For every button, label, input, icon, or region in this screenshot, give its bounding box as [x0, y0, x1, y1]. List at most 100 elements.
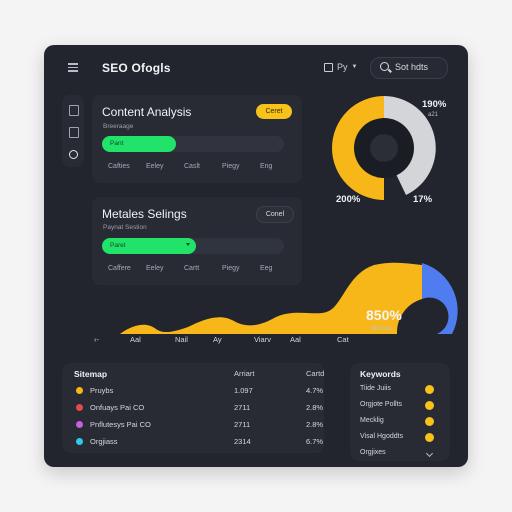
- badge-button[interactable]: Ceret: [256, 104, 292, 119]
- row-name: Onfuays Pai CO: [90, 403, 145, 412]
- calendar-icon: [324, 62, 333, 72]
- area-series: [120, 262, 422, 334]
- content-analysis-card: Content Analysis Breeraage Ceret Pant Ca…: [92, 95, 302, 183]
- progress-fill: Paret: [102, 238, 196, 254]
- x-tick-label: Aal: [130, 335, 141, 344]
- status-dot: [425, 417, 434, 426]
- column-header: Cartd: [306, 369, 325, 378]
- status-dot: [76, 421, 83, 428]
- file-icon[interactable]: [69, 127, 79, 138]
- search-input[interactable]: Sot hdts: [370, 57, 448, 79]
- filter-label: Py: [337, 62, 348, 72]
- keyword-label: Tiide Juiis: [360, 385, 391, 392]
- tab[interactable]: Cartt: [184, 265, 200, 272]
- chevron-down-icon: [186, 243, 190, 246]
- row-value: 2711: [234, 420, 251, 429]
- status-dot: [76, 404, 83, 411]
- gauge-hole: [396, 297, 449, 334]
- row-value: 2314: [234, 437, 251, 446]
- table-row[interactable]: Pruybs 1.097 4.7%: [62, 383, 324, 400]
- donut-left-value: 200%: [336, 194, 361, 205]
- donut-center: [370, 134, 398, 162]
- donut-top-sub: a21: [428, 112, 439, 118]
- table-row[interactable]: Orgjiass 2314 6.7%: [62, 434, 324, 451]
- dropdown-value: Paret: [110, 242, 126, 249]
- table-row[interactable]: Onfuays Pai CO 2711 2.8%: [62, 400, 324, 417]
- area-chart: [120, 262, 458, 334]
- sitemap-panel: Sitemap Arriart Cartd Pruybs 1.097 4.7% …: [62, 363, 324, 453]
- side-nav: [62, 95, 84, 167]
- progress-dropdown[interactable]: Pant: [102, 136, 284, 152]
- app-title: SEO Ofogls: [102, 61, 171, 75]
- x-tick-label: Aal: [290, 335, 301, 344]
- panel-title: Sitemap: [74, 369, 108, 379]
- tab[interactable]: Cafties: [108, 163, 130, 170]
- table-row[interactable]: Pnflutesys Pai CO 2711 2.8%: [62, 417, 324, 434]
- chevron-down-icon: ▼: [351, 64, 358, 70]
- x-tick-label: Nail: [175, 335, 188, 344]
- x-tick-label: Viarv: [254, 335, 271, 344]
- x-tick-label: Ay: [213, 335, 222, 344]
- status-dot: [425, 401, 434, 410]
- filter-dropdown[interactable]: Py ▼: [324, 62, 357, 72]
- top-bar: SEO Ofogls Py ▼ Sot hdts: [44, 45, 468, 89]
- tab-row: Caffere Eeley Cartt Piegy Eeg: [108, 265, 298, 272]
- x-tick-label: Cat: [337, 335, 349, 344]
- card-title: Metales Selings: [102, 207, 187, 221]
- keyword-label: Orgjixes: [360, 449, 386, 456]
- tab[interactable]: Piegy: [222, 163, 240, 170]
- keywords-panel: Keywords Tiide Juiis Orgjote Pollts Meck…: [350, 363, 450, 461]
- tab[interactable]: Eng: [260, 163, 273, 170]
- tab[interactable]: Eeley: [146, 163, 164, 170]
- row-value: 2711: [234, 403, 251, 412]
- settings-card: Metales Selings Paynat Sestion Conel Par…: [92, 197, 302, 285]
- row-name: Orgjiass: [90, 437, 118, 446]
- keyword-item[interactable]: Visal Hgoddts: [350, 430, 450, 446]
- row-name: Pnflutesys Pai CO: [90, 420, 151, 429]
- column-header: Arriart: [234, 369, 255, 378]
- gauge-label: Mimuel: [371, 325, 392, 332]
- progress-dropdown[interactable]: Paret: [102, 238, 284, 254]
- search-placeholder: Sot hdts: [395, 62, 429, 72]
- chevron-down-icon[interactable]: [425, 449, 434, 458]
- card-subtitle: Breeraage: [103, 123, 134, 130]
- panel-title: Keywords: [360, 369, 401, 379]
- menu-icon[interactable]: [68, 63, 78, 72]
- card-subtitle: Paynat Sestion: [103, 224, 147, 231]
- status-dot: [76, 438, 83, 445]
- row-percent: 4.7%: [306, 386, 324, 395]
- axis-start-marker: ‹-: [94, 335, 99, 344]
- donut-gray-segment: [384, 96, 436, 195]
- document-icon[interactable]: [69, 105, 79, 116]
- status-dot: [425, 385, 434, 394]
- badge-button[interactable]: Conel: [256, 206, 294, 223]
- tab[interactable]: Caffere: [108, 265, 131, 272]
- tab[interactable]: Eeg: [260, 265, 273, 272]
- tab[interactable]: Caslt: [184, 163, 200, 170]
- search-icon: [380, 62, 389, 71]
- keyword-item[interactable]: Mecklig: [350, 414, 450, 430]
- keyword-item[interactable]: Orgjote Pollts: [350, 398, 450, 414]
- card-title: Content Analysis: [102, 105, 192, 119]
- row-name: Pruybs: [90, 386, 114, 395]
- donut-right-value: 17%: [413, 194, 433, 205]
- progress-fill: Pant: [102, 136, 176, 152]
- keyword-item[interactable]: Orgjixes: [350, 446, 450, 462]
- tab-row: Cafties Eeley Caslt Piegy Eng: [108, 163, 298, 170]
- gauge-value: 850%: [366, 307, 402, 323]
- row-value: 1.097: [234, 386, 253, 395]
- keyword-label: Orgjote Pollts: [360, 401, 403, 408]
- gauge-arc: [422, 263, 458, 334]
- status-dot: [76, 387, 83, 394]
- keyword-label: Visal Hgoddts: [360, 433, 404, 440]
- donut-top-value: 190%: [422, 99, 447, 110]
- keyword-label: Mecklig: [360, 417, 384, 424]
- seo-dashboard: SEO Ofogls Py ▼ Sot hdts Content Analysi…: [44, 45, 468, 467]
- tab[interactable]: Eeley: [146, 265, 164, 272]
- keyword-item[interactable]: Tiide Juiis: [350, 382, 450, 398]
- row-percent: 2.8%: [306, 420, 324, 429]
- tab[interactable]: Piegy: [222, 265, 240, 272]
- settings-icon[interactable]: [69, 150, 78, 159]
- status-dot: [425, 433, 434, 442]
- row-percent: 2.8%: [306, 403, 324, 412]
